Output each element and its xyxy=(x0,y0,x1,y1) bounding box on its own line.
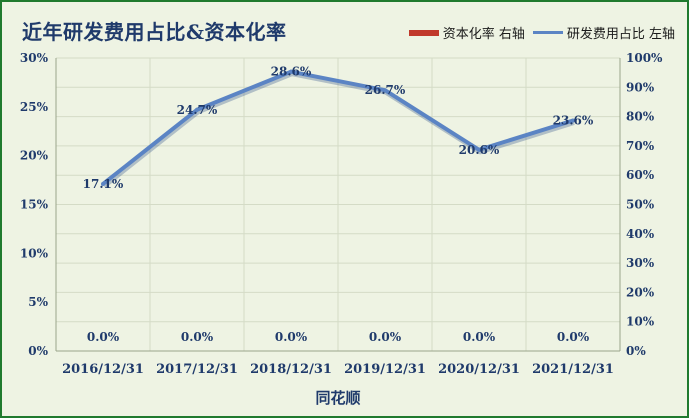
data-label-capitalization: 0.0% xyxy=(463,330,496,344)
data-label-capitalization: 0.0% xyxy=(369,330,402,344)
y-tick-left: 5% xyxy=(28,295,48,309)
y-tick-right: 100% xyxy=(626,51,663,65)
y-tick-right: 80% xyxy=(626,110,655,124)
y-tick-left: 25% xyxy=(20,100,49,114)
x-tick: 2021/12/31 xyxy=(532,362,614,377)
x-tick: 2017/12/31 xyxy=(156,362,238,377)
y-tick-right: 0% xyxy=(626,344,646,358)
x-tick: 2018/12/31 xyxy=(250,362,332,377)
data-label-rd-ratio: 24.7% xyxy=(177,103,218,117)
x-tick: 2020/12/31 xyxy=(438,362,520,377)
y-tick-left: 15% xyxy=(20,198,49,212)
line-point-rd-ratio xyxy=(571,118,575,123)
y-tick-left: 30% xyxy=(20,51,49,65)
x-tick: 2019/12/31 xyxy=(344,362,426,377)
legend-item-rd-ratio: 研发费用占比 左轴 xyxy=(532,23,675,42)
legend-label-capitalization: 资本化率 右轴 xyxy=(442,27,525,42)
y-tick-right: 40% xyxy=(626,227,655,241)
line-point-rd-ratio xyxy=(383,88,387,93)
data-label-capitalization: 0.0% xyxy=(557,330,590,344)
line-point-rd-ratio xyxy=(195,107,199,112)
data-label-rd-ratio: 23.6% xyxy=(553,114,594,128)
y-tick-left: 0% xyxy=(28,344,48,358)
line-rd-ratio xyxy=(101,69,574,186)
line-point-rd-ratio xyxy=(289,69,293,74)
y-tick-right: 20% xyxy=(626,285,655,299)
x-axis-label: 同花顺 xyxy=(315,389,360,407)
y-tick-right: 90% xyxy=(626,80,655,94)
data-label-rd-ratio: 17.1% xyxy=(83,177,124,191)
chart-legend: 资本化率 右轴 研发费用占比 左轴 xyxy=(408,23,675,42)
y-tick-right: 50% xyxy=(626,198,655,212)
legend-item-capitalization: 资本化率 右轴 xyxy=(408,23,525,42)
chart-title: 近年研发费用占比&资本化率 xyxy=(22,20,287,44)
y-tick-right: 60% xyxy=(626,168,655,182)
data-label-rd-ratio: 26.7% xyxy=(365,83,406,97)
legend-swatch-bar xyxy=(408,29,439,36)
line-point-rd-ratio xyxy=(101,181,105,186)
y-tick-right: 70% xyxy=(626,139,655,153)
data-label-capitalization: 0.0% xyxy=(181,330,214,344)
data-label-rd-ratio: 20.6% xyxy=(459,143,500,157)
y-tick-left: 20% xyxy=(20,149,49,163)
legend-swatch-line xyxy=(532,31,563,34)
data-label-capitalization: 0.0% xyxy=(275,330,308,344)
y-tick-left: 10% xyxy=(20,246,49,260)
y-tick-right: 10% xyxy=(626,315,655,329)
data-label-rd-ratio: 28.6% xyxy=(271,65,312,79)
x-tick: 2016/12/31 xyxy=(62,362,144,377)
legend-label-rd-ratio: 研发费用占比 左轴 xyxy=(566,27,675,42)
y-tick-right: 30% xyxy=(626,256,655,270)
line-point-rd-ratio xyxy=(477,147,481,152)
data-label-capitalization: 0.0% xyxy=(87,330,120,344)
